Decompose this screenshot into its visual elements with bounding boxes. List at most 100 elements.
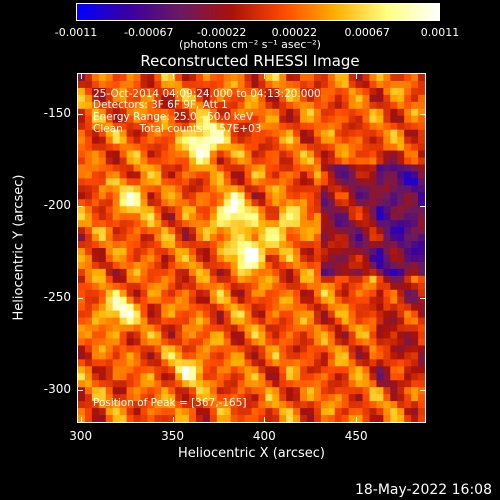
heatmap-cell <box>341 143 350 152</box>
heatmap-cell <box>341 401 350 409</box>
heatmap-cell <box>369 394 377 402</box>
heatmap-cell <box>105 366 114 374</box>
heatmap-cell <box>230 220 239 228</box>
heatmap-cell <box>313 241 322 249</box>
heatmap-cell <box>112 150 121 159</box>
heatmap-cell <box>91 143 100 152</box>
heatmap-cell <box>189 80 197 89</box>
heatmap-cell <box>78 234 86 242</box>
heatmap-cell <box>300 296 308 305</box>
heatmap-cell <box>265 415 273 422</box>
heatmap-cell <box>216 136 225 145</box>
heatmap-cell <box>251 115 259 124</box>
heatmap-cell <box>147 234 155 242</box>
heatmap-cell <box>397 275 405 284</box>
heatmap-cell <box>390 164 398 172</box>
heatmap-cell <box>223 213 232 221</box>
heatmap-cell <box>300 94 308 103</box>
heatmap-cell <box>168 415 176 422</box>
heatmap-cell <box>411 185 419 193</box>
heatmap-cell <box>383 401 391 409</box>
heatmap-cell <box>147 150 155 159</box>
heatmap-cell <box>182 150 190 159</box>
x-tick-mark <box>172 417 174 423</box>
heatmap-cell <box>230 275 239 284</box>
heatmap-cell <box>293 213 301 221</box>
heatmap-cell <box>418 108 425 117</box>
heatmap-cell <box>78 227 86 235</box>
heatmap-cell <box>223 331 232 339</box>
heatmap-cell <box>397 324 405 333</box>
heatmap-cell <box>355 401 364 409</box>
heatmap-cell <box>383 254 391 263</box>
heatmap-cell <box>362 241 370 249</box>
heatmap-cell <box>126 227 135 235</box>
heatmap-cell <box>334 268 343 277</box>
heatmap-cell <box>202 310 211 319</box>
heatmap-cell <box>147 185 155 193</box>
heatmap-cell <box>223 101 232 110</box>
heatmap-cell <box>133 213 141 221</box>
heatmap-cell <box>265 122 273 131</box>
heatmap-cell <box>355 199 364 207</box>
heatmap-cell <box>244 345 252 353</box>
heatmap-cell <box>237 380 246 388</box>
heatmap-cell <box>126 387 135 395</box>
heatmap-cell <box>98 171 107 179</box>
heatmap-cell <box>348 415 357 422</box>
heatmap-cell <box>140 150 148 159</box>
heatmap-cell <box>175 296 183 305</box>
heatmap-cell <box>105 352 114 360</box>
heatmap-cell <box>411 248 419 256</box>
heatmap-cell <box>91 394 100 402</box>
heatmap-cell <box>279 338 287 346</box>
heatmap-cell <box>258 289 266 298</box>
heatmap-cell <box>348 136 357 145</box>
heatmap-cell <box>189 206 197 214</box>
heatmap-cell <box>265 352 273 360</box>
heatmap-cell <box>341 248 350 256</box>
heatmap-cell <box>126 171 135 179</box>
heatmap-cell <box>334 380 343 388</box>
heatmap-cell <box>411 275 419 284</box>
heatmap-cell <box>411 401 419 409</box>
heatmap-cell <box>168 143 176 152</box>
heatmap-cell <box>418 213 425 221</box>
heatmap-cell <box>383 241 391 249</box>
heatmap-cell <box>91 94 100 103</box>
heatmap-cell <box>112 74 121 82</box>
heatmap-cell <box>140 289 148 298</box>
heatmap-cell <box>105 220 114 228</box>
heatmap-cell <box>251 408 259 416</box>
heatmap-cell <box>168 227 176 235</box>
y-tick-label: -300 <box>43 381 71 396</box>
heatmap-cell <box>355 338 364 346</box>
heatmap-cell <box>133 234 141 242</box>
heatmap-cell <box>237 74 246 82</box>
heatmap-cell <box>168 241 176 249</box>
heatmap-cell <box>91 387 100 395</box>
heatmap-cell <box>279 366 287 374</box>
heatmap-cell <box>189 254 197 263</box>
heatmap-cell <box>307 74 315 82</box>
heatmap-cell <box>376 80 384 89</box>
heatmap-cell <box>307 352 315 360</box>
heatmap-cell <box>362 220 370 228</box>
heatmap-cell <box>237 282 246 291</box>
heatmap-cell <box>209 268 218 277</box>
heatmap-cell <box>383 234 391 242</box>
heatmap-cell <box>327 171 336 179</box>
heatmap-cell <box>202 234 211 242</box>
heatmap-cell <box>154 101 162 110</box>
heatmap-cell <box>418 234 425 242</box>
heatmap-cell <box>272 234 280 242</box>
heatmap-cell <box>279 331 287 339</box>
heatmap-cell <box>341 317 350 326</box>
heatmap-cell <box>195 387 204 395</box>
heatmap-cell <box>272 108 280 117</box>
heatmap-cell <box>397 310 405 319</box>
heatmap-cell <box>293 387 301 395</box>
heatmap-cell <box>154 136 162 145</box>
heatmap-cell <box>91 129 100 138</box>
heatmap-cell <box>390 115 398 124</box>
